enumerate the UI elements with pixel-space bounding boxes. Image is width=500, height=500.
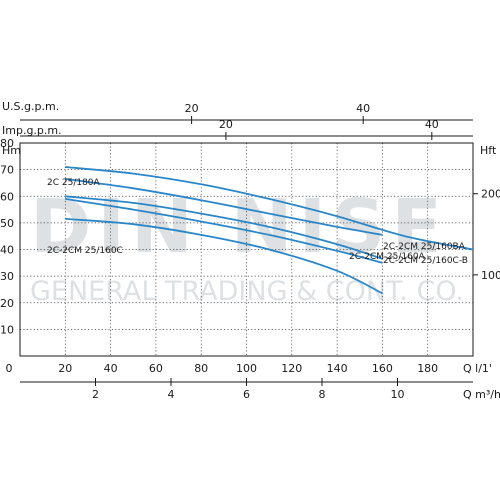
hm-tick-label: 70 xyxy=(0,164,14,177)
q-m3h-tick-label: 10 xyxy=(391,388,405,401)
q-lmin-tick-label: 0 xyxy=(6,362,13,375)
top-axes: U.S.g.p.m. 20 40 Imp.g.p.m. 20 40 xyxy=(2,100,473,140)
usgpm-axis-label: U.S.g.p.m. xyxy=(2,100,59,113)
hm-tick-label: 10 xyxy=(0,323,14,336)
q-lmin-tick-label: 40 xyxy=(104,362,118,375)
q-lmin-tick-label: 140 xyxy=(327,362,348,375)
bottom-axes: 0 20 40 60 80 100 120 140 160 180 Q l/1' 2 4 6 8 10 Q m³… xyxy=(6,362,500,401)
hft-axis-label: Hft xyxy=(480,144,497,157)
q-lmin-tick-label: 100 xyxy=(236,362,257,375)
q-m3h-tick-label: 2 xyxy=(92,388,99,401)
q-lmin-tick-label: 60 xyxy=(149,362,163,375)
q-m3h-tick-label: 6 xyxy=(243,388,250,401)
hm-tick-label: 60 xyxy=(0,190,14,203)
hm-tick-label: 30 xyxy=(0,270,14,283)
impgpm-tick-label: 40 xyxy=(425,118,439,131)
curve-label-4: 2C-2CM 25/160C xyxy=(47,246,123,256)
grid-lines xyxy=(20,142,473,356)
q-lmin-tick-label: 80 xyxy=(194,362,208,375)
curve-label-1: 2C 25/180A xyxy=(47,178,101,188)
impgpm-axis-label: Imp.g.p.m. xyxy=(2,124,62,137)
hm-tick-label: 80 xyxy=(0,137,14,150)
hm-axis-label: Hm xyxy=(2,144,21,157)
q-lmin-tick-label: 120 xyxy=(281,362,302,375)
usgpm-tick-label: 40 xyxy=(356,102,370,115)
hft-tick-label: 100 xyxy=(481,269,500,282)
q-lmin-tick-label: 20 xyxy=(58,362,72,375)
q-lmin-tick-label: 160 xyxy=(372,362,393,375)
usgpm-tick-label: 20 xyxy=(185,102,199,115)
impgpm-tick-label: 20 xyxy=(219,118,233,131)
q-m3h-axis-label: Q m³/h xyxy=(463,388,500,401)
curve-series-4 xyxy=(65,198,383,264)
side-axes: Hm 10 20 30 40 50 60 70 80 Hft 100 200 xyxy=(0,137,500,336)
curve-series-1 xyxy=(65,166,474,251)
curve-label-2: 2C-2CM 25/160A xyxy=(349,252,426,262)
hm-tick-label: 20 xyxy=(0,297,14,310)
curve-label-3: 2C-2CM 25/160BA xyxy=(383,242,466,252)
curve-series-3 xyxy=(65,195,383,260)
hm-tick-label: 50 xyxy=(0,217,14,230)
q-m3h-tick-label: 8 xyxy=(319,388,326,401)
curve-series-5 xyxy=(65,218,383,295)
curve-series-2 xyxy=(65,178,383,236)
hft-tick-label: 200 xyxy=(481,188,500,201)
q-lmin-axis-label: Q l/1' xyxy=(463,362,492,375)
hm-tick-label: 40 xyxy=(0,244,14,257)
curve-series xyxy=(65,166,474,295)
q-lmin-tick-label: 180 xyxy=(417,362,438,375)
curve-label-5: 2C-2CM 25/160C-B xyxy=(383,256,468,266)
watermark-line2: GENERAL TRADING & CONT. CO. xyxy=(30,276,464,307)
q-m3h-tick-label: 4 xyxy=(168,388,175,401)
